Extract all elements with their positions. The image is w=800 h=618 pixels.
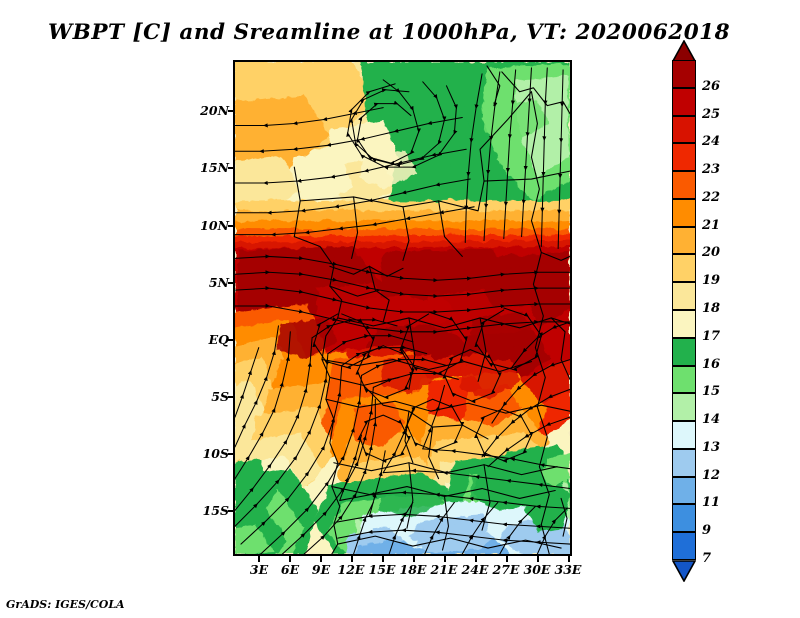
colorbar-tick-label: 21 [702,217,721,233]
ytick-mark [228,167,234,169]
xtick-label: 33E [554,562,582,577]
colorbar-cell [672,337,696,366]
ytick-mark [228,225,234,227]
ytick-mark [228,110,234,112]
xtick-label: 18E [399,562,427,577]
colorbar-cell [672,532,696,560]
colorbar-cell [672,365,696,394]
xtick-mark [537,556,539,562]
xtick-mark [289,556,291,562]
ytick-mark [228,510,234,512]
colorbar-tick-label: 14 [702,412,721,428]
xtick-label: 9E [311,562,331,577]
xtick-label: 27E [492,562,520,577]
wbpt-contour-svg [235,62,570,554]
colorbar-cell [672,226,696,255]
colorbar-cell [672,282,696,310]
colorbar-cell [672,60,696,88]
map-plot-area [233,60,572,556]
ytick-mark [228,282,234,284]
colorbar-cell [672,421,696,449]
xtick-label: 15E [368,562,396,577]
ytick-label: 15N [200,160,229,175]
ytick-label: 10S [202,446,229,461]
colorbar-tick-label: 12 [702,467,721,483]
colorbar-tick-label: 26 [702,78,721,94]
colorbar-tick-label: 11 [702,495,721,511]
colorbar-tick-label: 24 [702,134,721,150]
colorbar-cap-top [672,40,696,62]
ytick-label: 10N [200,218,229,233]
xtick-mark [413,556,415,562]
colorbar-tick-label: 7 [702,551,712,566]
xtick-mark [506,556,508,562]
ytick-label: 5N [208,275,229,290]
colorbar-tick-label: 15 [702,384,721,400]
xtick-mark [475,556,477,562]
xtick-label: 24E [461,562,489,577]
ytick-label: EQ [208,332,229,347]
colorbar-tick-label: 23 [702,162,721,178]
colorbar-tick-label: 20 [702,245,721,261]
xtick-label: 6E [280,562,300,577]
ytick-label: 15S [202,503,229,518]
colorbar-cell [672,143,696,172]
xtick-label: 3E [249,562,269,577]
colorbar-tick-label: 25 [702,106,721,122]
colorbar-tick-label: 22 [702,189,721,205]
xtick-label: 21E [430,562,458,577]
attribution-label: GrADS: IGES/COLA [6,598,125,611]
colorbar-cell [672,504,696,533]
colorbar-tick-label: 16 [702,356,721,372]
xtick-label: 12E [337,562,365,577]
colorbar-cell [672,448,696,477]
colorbar-cell [672,115,696,144]
wbpt-field [235,62,570,554]
ytick-label: 20N [200,103,229,118]
xtick-mark [351,556,353,562]
colorbar-cap-bottom [672,560,696,582]
ytick-mark [228,339,234,341]
xtick-mark [320,556,322,562]
colorbar-tick-label: 19 [702,273,721,289]
ytick-label: 5S [211,389,229,404]
colorbar-cell [672,310,696,338]
colorbar-tick-label: 17 [702,328,721,344]
xtick-label: 30E [523,562,551,577]
colorbar-cell [672,393,696,422]
colorbar: 26 25 24 23 22 21 20 19 18 17 16 15 14 13 12 11 9 7 [672,40,720,582]
colorbar-cell [672,476,696,505]
xtick-mark [258,556,260,562]
colorbar-tick-label: 9 [702,523,712,539]
colorbar-cell [672,87,696,116]
xtick-mark [444,556,446,562]
colorbar-tick-label: 13 [702,439,721,455]
colorbar-cell [672,171,696,199]
ytick-mark [228,453,234,455]
xtick-mark [382,556,384,562]
colorbar-tick-label: 18 [702,301,721,316]
colorbar-cell [672,198,696,227]
ytick-mark [228,396,234,398]
xtick-mark [568,556,570,562]
page-title: WBPT [C] and Sreamline at 1000hPa, VT: 2… [48,20,731,45]
colorbar-cell [672,254,696,283]
